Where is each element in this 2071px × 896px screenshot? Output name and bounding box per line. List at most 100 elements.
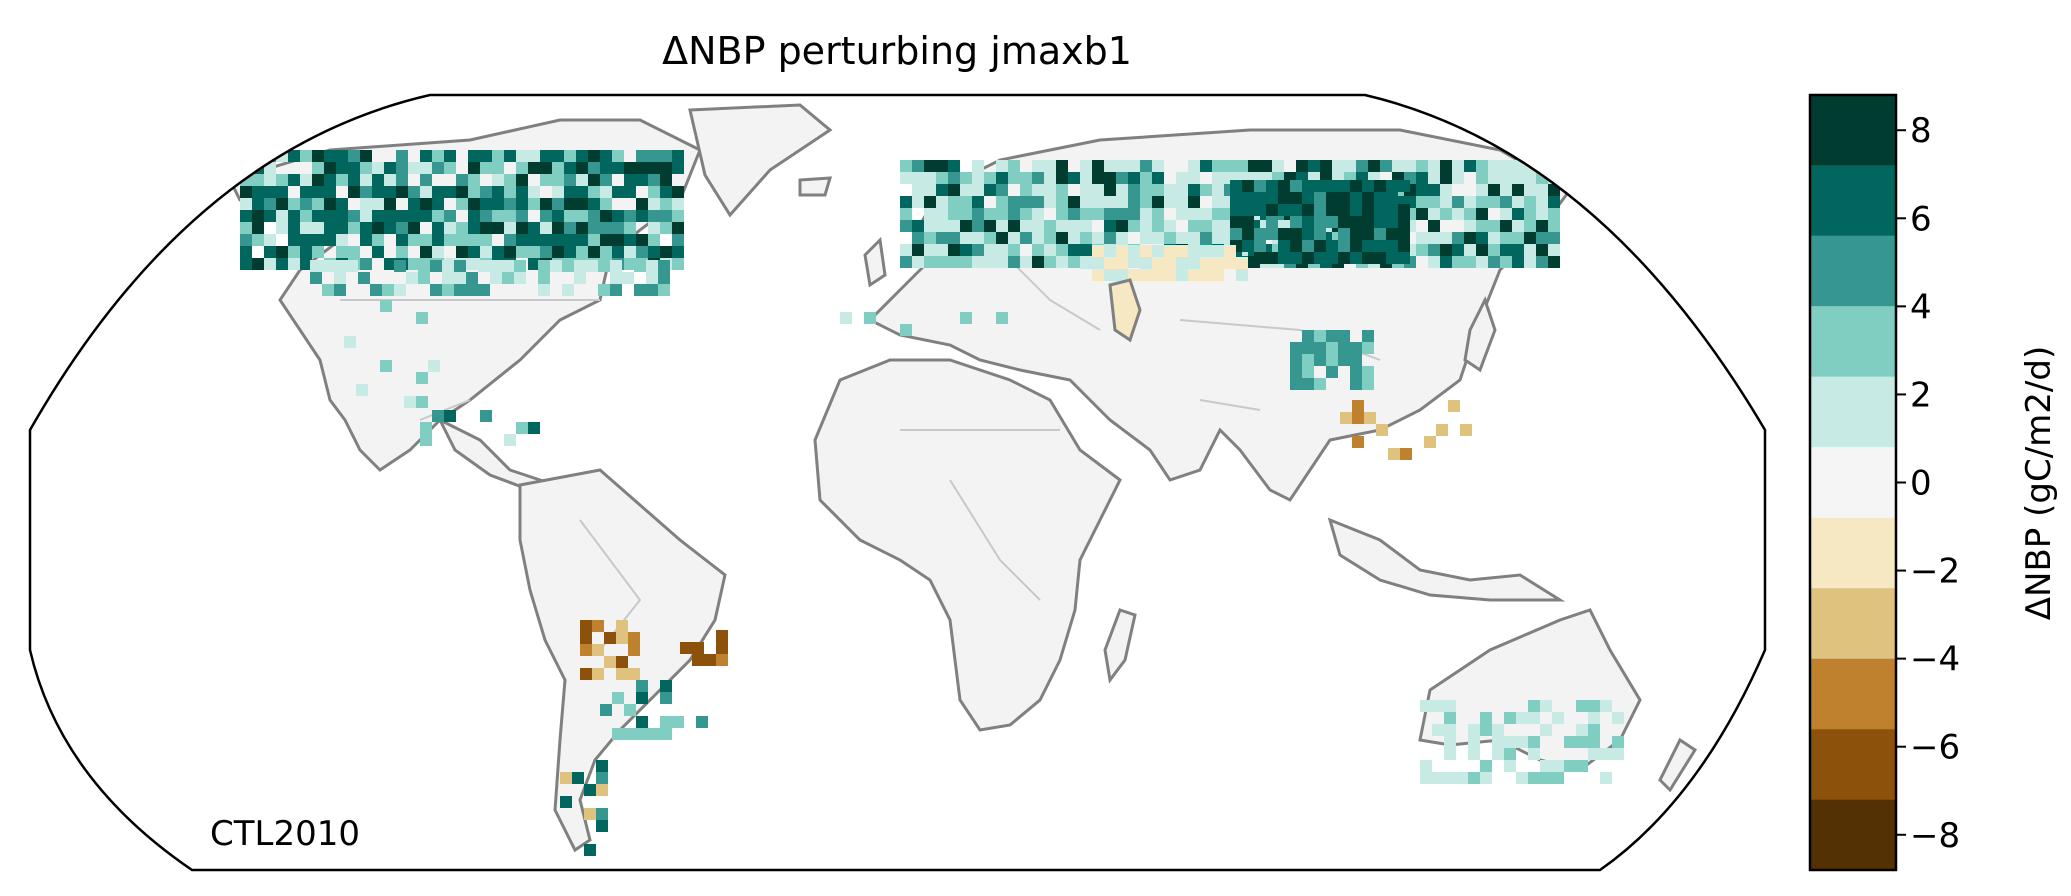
nbp-cell xyxy=(596,772,608,784)
nbp-cell xyxy=(864,312,876,324)
nbp-cell xyxy=(1452,196,1464,208)
nbp-cell xyxy=(1164,257,1176,269)
nbp-cell xyxy=(540,234,552,246)
nbp-cell xyxy=(1140,245,1152,257)
nbp-cell xyxy=(1488,184,1500,196)
nbp-cell xyxy=(936,244,948,256)
nbp-cell xyxy=(1104,245,1116,257)
nbp-cell xyxy=(1524,172,1536,184)
nbp-cell xyxy=(312,246,324,258)
nbp-cell xyxy=(948,256,960,268)
nbp-cell xyxy=(312,210,324,222)
nbp-cell xyxy=(672,210,684,222)
nbp-cell xyxy=(372,186,384,198)
nbp-cell xyxy=(936,184,948,196)
nbp-cell xyxy=(924,208,936,220)
nbp-cell xyxy=(540,222,552,234)
nbp-cell xyxy=(1032,160,1044,172)
nbp-cell xyxy=(552,234,564,246)
nbp-cell xyxy=(552,222,564,234)
nbp-cell xyxy=(418,260,430,272)
nbp-cell xyxy=(528,258,540,270)
nbp-cell xyxy=(1152,245,1164,257)
nbp-cell xyxy=(1428,160,1440,172)
nbp-cell xyxy=(348,150,360,162)
nbp-cell xyxy=(540,198,552,210)
nbp-cell xyxy=(1266,192,1278,204)
nbp-cell xyxy=(408,258,420,270)
nbp-cell xyxy=(1314,216,1326,228)
nbp-cell xyxy=(660,150,672,162)
nbp-cell xyxy=(1476,172,1488,184)
nbp-cell xyxy=(1398,228,1410,240)
nbp-cell xyxy=(348,174,360,186)
nbp-cell xyxy=(600,222,612,234)
nbp-cell xyxy=(1104,220,1116,232)
nbp-cell xyxy=(1056,184,1068,196)
nbp-cell xyxy=(1350,378,1362,390)
nbp-cell xyxy=(468,234,480,246)
nbp-cell xyxy=(1588,748,1600,760)
nbp-cell xyxy=(360,258,372,270)
nbp-cell xyxy=(528,162,540,174)
nbp-cell xyxy=(372,222,384,234)
nbp-cell xyxy=(660,716,672,728)
nbp-cell xyxy=(504,186,516,198)
colorbar-bin-7 xyxy=(1810,588,1896,659)
nbp-cell xyxy=(1242,180,1254,192)
nbp-cell xyxy=(610,260,622,272)
nbp-cell xyxy=(1416,244,1428,256)
nbp-cell xyxy=(288,234,300,246)
nbp-cell xyxy=(1176,172,1188,184)
nbp-cell xyxy=(1524,232,1536,244)
nbp-cell xyxy=(516,422,528,434)
nbp-cell xyxy=(648,150,660,162)
nbp-cell xyxy=(716,654,728,666)
nbp-cell xyxy=(466,284,478,296)
nbp-cell xyxy=(972,232,984,244)
nbp-cell xyxy=(1488,220,1500,232)
nbp-cell xyxy=(912,220,924,232)
nbp-cell xyxy=(1164,196,1176,208)
nbp-cell xyxy=(1404,160,1416,172)
nbp-cell xyxy=(240,198,252,210)
nbp-cell xyxy=(1512,232,1524,244)
nbp-cell xyxy=(432,234,444,246)
nbp-cell xyxy=(1116,208,1128,220)
nbp-cell xyxy=(1272,160,1284,172)
nbp-cell xyxy=(588,234,600,246)
nbp-cell xyxy=(1188,257,1200,269)
nbp-cell xyxy=(624,234,636,246)
nbp-cell xyxy=(1056,196,1068,208)
nbp-cell xyxy=(1278,192,1290,204)
nbp-cell xyxy=(538,284,550,296)
nbp-cell xyxy=(1116,269,1128,281)
nbp-cell xyxy=(1278,240,1290,252)
nbp-cell xyxy=(348,246,360,258)
nbp-cell xyxy=(480,198,492,210)
nbp-cell xyxy=(288,210,300,222)
nbp-cell xyxy=(348,186,360,198)
nbp-cell xyxy=(312,198,324,210)
nbp-cell xyxy=(924,160,936,172)
nbp-cell xyxy=(1212,208,1224,220)
nbp-cell xyxy=(240,162,252,174)
nbp-cell xyxy=(1056,232,1068,244)
nbp-cell xyxy=(1398,240,1410,252)
nbp-cell xyxy=(1338,180,1350,192)
nbp-cell xyxy=(960,312,972,324)
nbp-cell xyxy=(936,196,948,208)
nbp-cell xyxy=(1152,232,1164,244)
nbp-cell xyxy=(1444,748,1456,760)
colorbar-tick-label: 2 xyxy=(1910,375,1932,415)
nbp-cell xyxy=(420,150,432,162)
nbp-cell xyxy=(1468,748,1480,760)
nbp-cell xyxy=(972,172,984,184)
nbp-cell xyxy=(1080,244,1092,256)
nbp-cell xyxy=(1504,760,1516,772)
nbp-cell xyxy=(1152,208,1164,220)
nbp-cell xyxy=(432,150,444,162)
nbp-cell xyxy=(334,260,346,272)
nbp-cell xyxy=(948,244,960,256)
colorbar-tick-label: −8 xyxy=(1910,816,1960,856)
